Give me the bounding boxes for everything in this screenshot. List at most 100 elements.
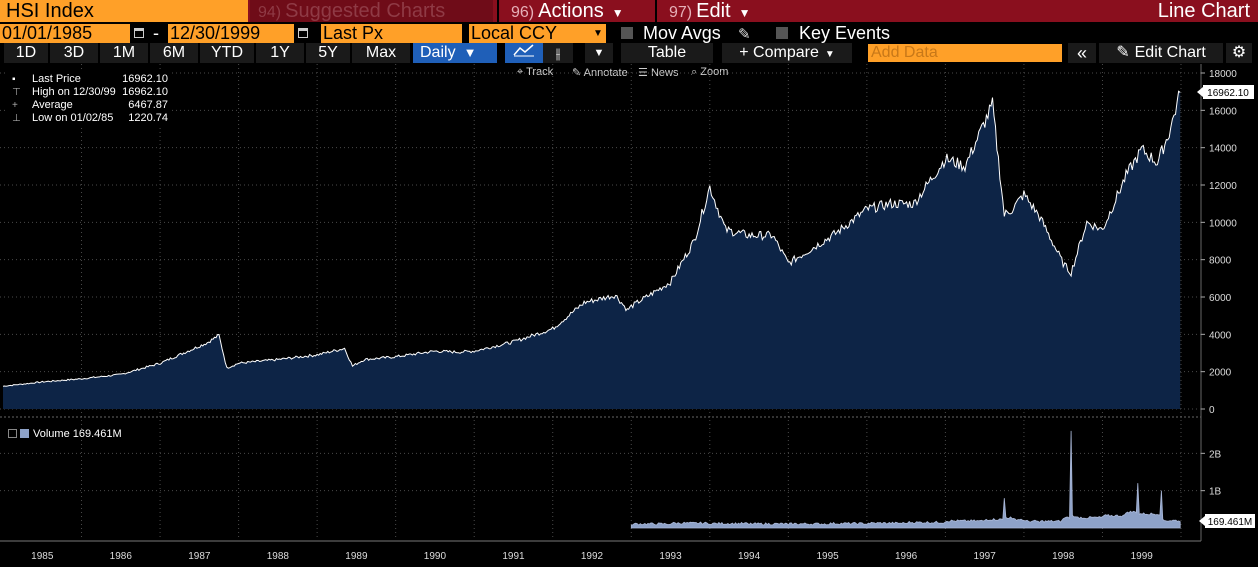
collapse-icon[interactable]: «: [1068, 43, 1096, 63]
pencil-icon[interactable]: ✎: [738, 26, 751, 43]
frequency-select[interactable]: Daily ▼: [413, 43, 497, 63]
y-tick-label: 6000: [1209, 293, 1232, 304]
volume-legend[interactable]: Volume 169.461M: [8, 428, 122, 440]
zoom-icon: ⌕: [691, 66, 698, 78]
period-ytd[interactable]: YTD: [200, 43, 254, 63]
x-tick-label: 1992: [581, 551, 604, 562]
time-axis: 1985 1986 1987 1988 1989 1990 1991 1992 1993 1994…: [31, 551, 1153, 562]
line-chart-type-button[interactable]: [505, 43, 543, 63]
volume-legend-value: 169.461M: [72, 428, 122, 440]
price-legend: ▪ Last Price 16962.10 ⊤ High on 12/30/99 169…: [8, 72, 170, 127]
last-volume-tag: 169.461M: [1199, 514, 1255, 528]
legend-average-label: Average: [32, 99, 73, 111]
y-tick-label: 18000: [1209, 69, 1237, 80]
last-price-tag-label: 16962.10: [1207, 88, 1249, 99]
period-5y[interactable]: 5Y: [306, 43, 350, 63]
calendar-icon[interactable]: [295, 24, 311, 43]
ticker-field[interactable]: HSI Index: [0, 0, 248, 22]
period-6m[interactable]: 6M: [150, 43, 198, 63]
add-data-input[interactable]: Add Data: [868, 44, 1062, 62]
period-max[interactable]: Max: [352, 43, 410, 63]
volume-swatch: [20, 429, 29, 438]
legend-checkbox[interactable]: [8, 429, 17, 438]
y-tick-label: 4000: [1209, 330, 1232, 341]
suggested-num: 94): [258, 4, 282, 21]
chevron-down-icon: ▼: [593, 47, 605, 59]
key-events-label[interactable]: Key Events: [799, 23, 891, 43]
frequency-label: Daily: [420, 44, 456, 61]
chevron-down-icon: ▼: [463, 45, 477, 60]
actions-menu[interactable]: 96) Actions ▼: [497, 0, 653, 22]
price-axis: 0 2000 4000 6000 8000 10000 12000 14000 16000 180…: [1201, 69, 1237, 416]
suggested-label: Suggested Charts: [285, 0, 446, 22]
x-tick-label: 1987: [188, 551, 211, 562]
period-3d[interactable]: 3D: [50, 43, 98, 63]
x-tick-label: 1991: [502, 551, 525, 562]
track-tool[interactable]: ⌖ Track: [517, 66, 553, 79]
x-tick-label: 1998: [1052, 551, 1075, 562]
y-tick-label: 10000: [1209, 218, 1237, 229]
x-tick-label: 1994: [738, 551, 761, 562]
actions-label: Actions: [538, 0, 604, 22]
high-marker-icon: ⊤: [12, 87, 21, 98]
calendar-icon[interactable]: [131, 24, 147, 43]
chart-canvas[interactable]: 0 2000 4000 6000 8000 10000 12000 14000 16000 180…: [0, 62, 1258, 567]
table-button[interactable]: Table: [621, 43, 713, 63]
period-1m[interactable]: 1M: [100, 43, 148, 63]
key-events-checkbox[interactable]: [776, 27, 788, 39]
x-tick-label: 1995: [816, 551, 839, 562]
edit-menu[interactable]: 97) Edit ▼: [655, 0, 772, 22]
pencil-icon: ✎: [1116, 44, 1130, 61]
crosshair-icon: ⌖: [517, 66, 524, 78]
price-line: [2, 90, 1181, 387]
edit-chart-label: Edit Chart: [1134, 44, 1206, 61]
x-tick-label: 1999: [1131, 551, 1154, 562]
mov-avgs-checkbox[interactable]: [621, 27, 633, 39]
compare-label: + Compare: [739, 44, 819, 61]
volume-area: [630, 430, 1181, 529]
volume-axis: 1B 2B: [1201, 449, 1222, 498]
x-tick-label: 1986: [110, 551, 133, 562]
legend-high-value: 16962.10: [122, 86, 168, 98]
edit-chart-button[interactable]: ✎ Edit Chart: [1099, 43, 1223, 63]
x-tick-label: 1997: [974, 551, 997, 562]
y-tick-label: 12000: [1209, 181, 1237, 192]
chevron-down-icon: ▼: [824, 49, 835, 60]
gear-icon[interactable]: ⚙: [1226, 43, 1252, 63]
last-volume-tag-label: 169.461M: [1208, 517, 1252, 528]
chart-type-dropdown[interactable]: ▼: [585, 43, 613, 63]
period-1y[interactable]: 1Y: [256, 43, 304, 63]
legend-last-price-value: 16962.10: [122, 73, 168, 85]
start-date-input[interactable]: 01/01/1985: [0, 24, 130, 43]
x-tick-label: 1989: [345, 551, 368, 562]
x-tick-label: 1996: [895, 551, 918, 562]
x-tick-label: 1990: [424, 551, 447, 562]
end-date-input[interactable]: 12/30/1999: [168, 24, 294, 43]
mov-avgs-label[interactable]: Mov Avgs: [643, 23, 721, 43]
last-price-tag: 16962.10: [1197, 85, 1254, 99]
legend-last-price-label: Last Price: [32, 73, 81, 85]
volume-tick-label: 1B: [1209, 487, 1222, 498]
zoom-tool[interactable]: ⌕ Zoom: [691, 66, 728, 79]
zoom-label: Zoom: [700, 66, 729, 78]
period-1d[interactable]: 1D: [4, 43, 48, 63]
edit-num: 97): [669, 4, 693, 21]
y-tick-label: 0: [1209, 405, 1215, 416]
suggested-charts-menu[interactable]: 94) Suggested Charts: [250, 0, 493, 22]
low-marker-icon: ⊥: [12, 113, 21, 124]
line-chart-icon: [513, 44, 534, 57]
compare-button[interactable]: + Compare ▼: [722, 43, 852, 63]
chevron-down-icon[interactable]: ▼: [590, 24, 606, 43]
y-tick-label: 16000: [1209, 106, 1237, 117]
edit-label: Edit: [696, 0, 731, 22]
ohlc-bar-icon: ⫲: [555, 45, 561, 61]
field-select[interactable]: Last Px: [321, 24, 462, 43]
average-marker-icon: +: [12, 100, 18, 111]
currency-select[interactable]: Local CCY: [469, 24, 590, 43]
legend-square-icon: ▪: [12, 74, 16, 85]
page-title: Line Chart: [1157, 0, 1250, 22]
bar-chart-type-button[interactable]: ⫲: [543, 43, 573, 63]
actions-num: 96): [511, 4, 535, 21]
y-tick-label: 14000: [1209, 144, 1237, 155]
news-icon: ☰: [638, 67, 648, 79]
